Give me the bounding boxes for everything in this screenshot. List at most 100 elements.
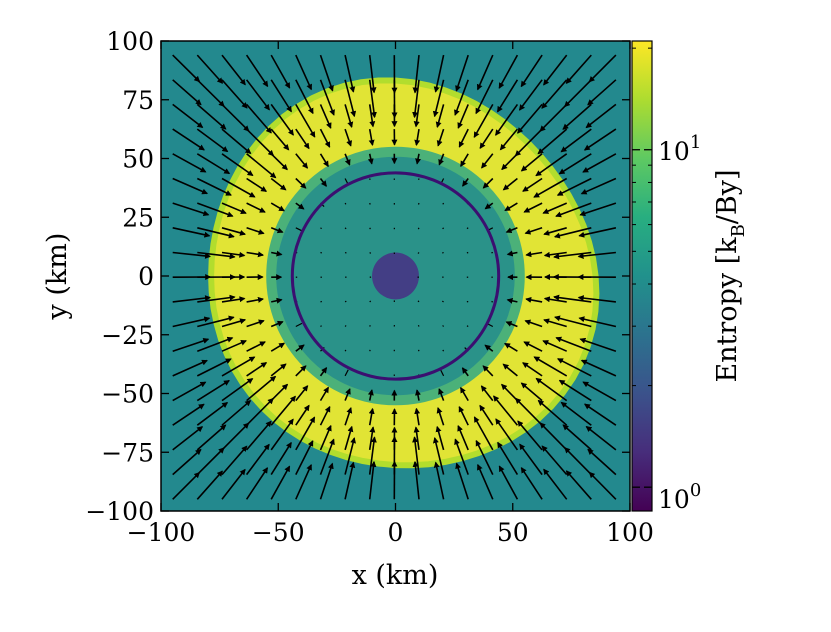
velocity-arrow (221, 445, 248, 476)
velocity-arrow (221, 128, 252, 155)
velocity-arrow (475, 439, 494, 475)
velocity-arrow (172, 295, 211, 303)
velocity-arrow (442, 227, 445, 230)
velocity-arrow (413, 426, 420, 451)
velocity-arrow (415, 153, 421, 165)
velocity-arrow (344, 461, 356, 500)
velocity-arrow (172, 177, 209, 195)
velocity-arrow (588, 471, 617, 500)
velocity-arrow (579, 337, 617, 352)
velocity-arrow (196, 447, 225, 476)
velocity-arrow (270, 79, 292, 113)
velocity-arrow (557, 358, 592, 377)
velocity-arrow (221, 177, 256, 198)
velocity-arrow (344, 425, 354, 451)
colorbar-tick-label-10: 101 (658, 132, 701, 166)
velocity-arrow (522, 177, 543, 192)
velocity-arrow (520, 153, 543, 172)
velocity-arrow (564, 79, 592, 108)
velocity-arrow (246, 128, 275, 157)
velocity-arrow (295, 153, 309, 169)
velocity-arrow (295, 463, 312, 500)
velocity-arrow (197, 227, 235, 239)
velocity-arrow (484, 202, 494, 210)
velocity-arrow (461, 367, 469, 377)
velocity-arrow (344, 369, 349, 377)
y-tick-label: −75 (101, 438, 154, 467)
velocity-arrow (543, 318, 567, 328)
velocity-arrow (458, 406, 469, 426)
velocity-arrow (197, 294, 236, 303)
velocity-arrow (246, 362, 268, 377)
velocity-arrow (442, 251, 444, 254)
velocity-arrow (442, 300, 444, 303)
velocity-arrow (457, 104, 469, 129)
x-axis-ticks: −100 −50 0 50 100 (127, 41, 654, 547)
velocity-arrow (553, 294, 592, 303)
velocity-arrow (524, 319, 543, 328)
velocity-arrow (438, 153, 445, 166)
velocity-arrow (583, 128, 617, 151)
x-tick-label: 50 (497, 518, 529, 547)
velocity-arrow (319, 366, 328, 377)
velocity-arrow (517, 420, 543, 451)
velocity-arrow (412, 460, 420, 500)
velocity-arrow (196, 128, 229, 153)
velocity-arrow (344, 202, 347, 205)
velocity-arrow (320, 325, 322, 327)
velocity-arrow (172, 448, 202, 476)
velocity-arrow (319, 178, 327, 187)
velocity-arrow (495, 103, 519, 136)
velocity-arrow (172, 381, 207, 402)
velocity-arrow (172, 471, 201, 500)
velocity-arrow (582, 153, 617, 173)
velocity-arrow (270, 103, 294, 136)
velocity-arrow (221, 422, 250, 451)
velocity-arrow (543, 468, 568, 500)
velocity-arrow (172, 359, 208, 377)
velocity-arrow (369, 300, 372, 303)
velocity-arrow (221, 340, 247, 352)
velocity-arrow (196, 103, 227, 130)
velocity-arrow (196, 54, 224, 84)
velocity-arrow (369, 227, 371, 230)
velocity-arrow (482, 177, 494, 189)
velocity-arrow (525, 251, 543, 258)
velocity-arrow (580, 359, 617, 377)
y-tick-label: 75 (122, 86, 154, 115)
velocity-arrow (587, 79, 617, 106)
velocity-arrow (172, 251, 211, 259)
velocity-arrow (578, 316, 617, 328)
velocity-arrow (555, 202, 592, 218)
velocity-arrow (320, 300, 323, 303)
velocity-arrow (533, 177, 568, 198)
velocity-arrow (495, 418, 519, 451)
velocity-arrow (476, 54, 494, 91)
colorbar-tick-label-1: 100 (658, 480, 701, 514)
velocity-arrow (414, 389, 421, 401)
velocity-arrow (221, 400, 252, 426)
velocity-arrow (542, 340, 568, 352)
velocity-arrow (473, 416, 494, 451)
velocity-arrow (417, 349, 420, 352)
velocity-arrow (520, 54, 543, 88)
velocity-arrow (558, 379, 592, 402)
x-tick-label: 0 (388, 518, 404, 547)
velocity-arrow (344, 251, 347, 254)
velocity-arrow (319, 405, 331, 426)
velocity-arrow (517, 103, 543, 134)
velocity-arrow (246, 227, 265, 235)
velocity-arrow (197, 315, 235, 328)
velocity-arrow (369, 349, 371, 352)
velocity-arrow (414, 407, 421, 426)
velocity-arrow (221, 103, 250, 132)
velocity-arrow (196, 153, 231, 175)
velocity-arrow (417, 324, 420, 327)
velocity-arrow (319, 462, 334, 500)
velocity-arrow (245, 79, 270, 111)
velocity-arrow (457, 424, 469, 451)
velocity-arrow (246, 296, 264, 303)
velocity-arrow (580, 177, 617, 195)
velocity-arrow (197, 202, 234, 218)
velocity-arrow (172, 227, 211, 238)
